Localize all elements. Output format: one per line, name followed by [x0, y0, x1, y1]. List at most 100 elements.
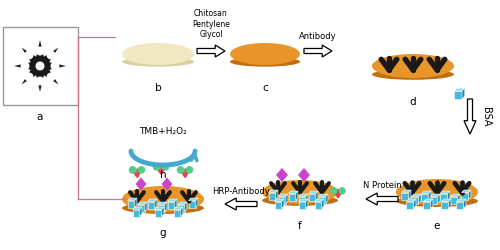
Polygon shape — [154, 210, 162, 217]
Polygon shape — [138, 205, 144, 212]
Text: TMB+H₂O₂: TMB+H₂O₂ — [139, 126, 187, 136]
Polygon shape — [440, 191, 450, 194]
Polygon shape — [422, 194, 428, 201]
Polygon shape — [225, 198, 257, 210]
Polygon shape — [268, 193, 276, 200]
Polygon shape — [154, 207, 164, 210]
Circle shape — [138, 167, 144, 173]
Polygon shape — [402, 190, 411, 193]
Circle shape — [178, 167, 184, 173]
FancyBboxPatch shape — [3, 28, 78, 106]
Ellipse shape — [372, 55, 454, 79]
Polygon shape — [424, 202, 430, 209]
Polygon shape — [440, 194, 448, 201]
Ellipse shape — [230, 44, 300, 66]
Polygon shape — [464, 199, 466, 209]
Ellipse shape — [262, 180, 338, 204]
Polygon shape — [428, 191, 431, 201]
Text: HRP-Antibody: HRP-Antibody — [212, 186, 270, 195]
Text: N Protein: N Protein — [362, 180, 402, 189]
Polygon shape — [448, 191, 450, 201]
Circle shape — [36, 48, 44, 56]
Polygon shape — [442, 199, 451, 202]
Polygon shape — [366, 193, 398, 205]
Circle shape — [47, 52, 55, 60]
Polygon shape — [134, 198, 137, 208]
Polygon shape — [308, 194, 316, 201]
Text: Chitosan
Pentylene
Glycol: Chitosan Pentylene Glycol — [192, 9, 230, 39]
Circle shape — [162, 164, 168, 170]
Polygon shape — [288, 191, 298, 194]
Polygon shape — [278, 194, 288, 197]
Circle shape — [25, 52, 33, 60]
Polygon shape — [184, 202, 187, 212]
Polygon shape — [438, 194, 440, 204]
Polygon shape — [278, 197, 285, 204]
Polygon shape — [14, 41, 66, 93]
Polygon shape — [144, 202, 147, 212]
Polygon shape — [450, 194, 460, 197]
Polygon shape — [462, 190, 471, 193]
Circle shape — [186, 167, 192, 173]
Polygon shape — [316, 191, 318, 201]
Ellipse shape — [372, 70, 454, 80]
Polygon shape — [158, 202, 167, 205]
Polygon shape — [180, 207, 183, 217]
Circle shape — [130, 167, 136, 173]
Polygon shape — [298, 199, 308, 202]
Circle shape — [339, 188, 345, 194]
Polygon shape — [298, 202, 306, 209]
Polygon shape — [178, 205, 184, 212]
Polygon shape — [162, 207, 164, 217]
Polygon shape — [138, 202, 147, 205]
Polygon shape — [424, 199, 433, 202]
Polygon shape — [296, 191, 298, 201]
Polygon shape — [408, 190, 411, 200]
Polygon shape — [430, 197, 438, 204]
Polygon shape — [162, 178, 172, 191]
Polygon shape — [298, 197, 306, 204]
Polygon shape — [326, 194, 328, 204]
Polygon shape — [288, 194, 296, 201]
Polygon shape — [306, 194, 308, 204]
Ellipse shape — [396, 179, 478, 205]
Text: b: b — [154, 83, 162, 93]
Circle shape — [51, 63, 59, 70]
Circle shape — [25, 74, 33, 82]
Polygon shape — [298, 194, 308, 197]
Polygon shape — [462, 193, 468, 200]
Polygon shape — [304, 46, 332, 58]
Text: e: e — [434, 220, 440, 230]
Text: f: f — [298, 220, 302, 230]
Circle shape — [331, 188, 337, 194]
Polygon shape — [174, 207, 183, 210]
Text: c: c — [262, 83, 268, 93]
Polygon shape — [298, 168, 310, 182]
Text: a: a — [37, 112, 43, 122]
Polygon shape — [318, 194, 328, 197]
Polygon shape — [178, 202, 187, 205]
Polygon shape — [314, 199, 324, 202]
Text: Antibody: Antibody — [299, 32, 337, 41]
Circle shape — [36, 78, 44, 86]
Polygon shape — [442, 202, 448, 209]
Ellipse shape — [122, 44, 194, 66]
Text: BSA: BSA — [481, 107, 491, 126]
Polygon shape — [450, 197, 458, 204]
Polygon shape — [276, 168, 288, 182]
Polygon shape — [132, 210, 140, 217]
Text: h: h — [160, 169, 166, 179]
Polygon shape — [132, 207, 142, 210]
Polygon shape — [456, 202, 464, 209]
Circle shape — [21, 63, 29, 70]
Polygon shape — [422, 191, 431, 194]
Polygon shape — [274, 199, 284, 202]
Polygon shape — [314, 202, 322, 209]
Polygon shape — [128, 201, 134, 208]
Circle shape — [47, 74, 55, 82]
Polygon shape — [412, 197, 418, 204]
Circle shape — [36, 63, 44, 70]
Polygon shape — [464, 100, 476, 134]
Polygon shape — [448, 199, 451, 209]
Polygon shape — [188, 201, 196, 208]
